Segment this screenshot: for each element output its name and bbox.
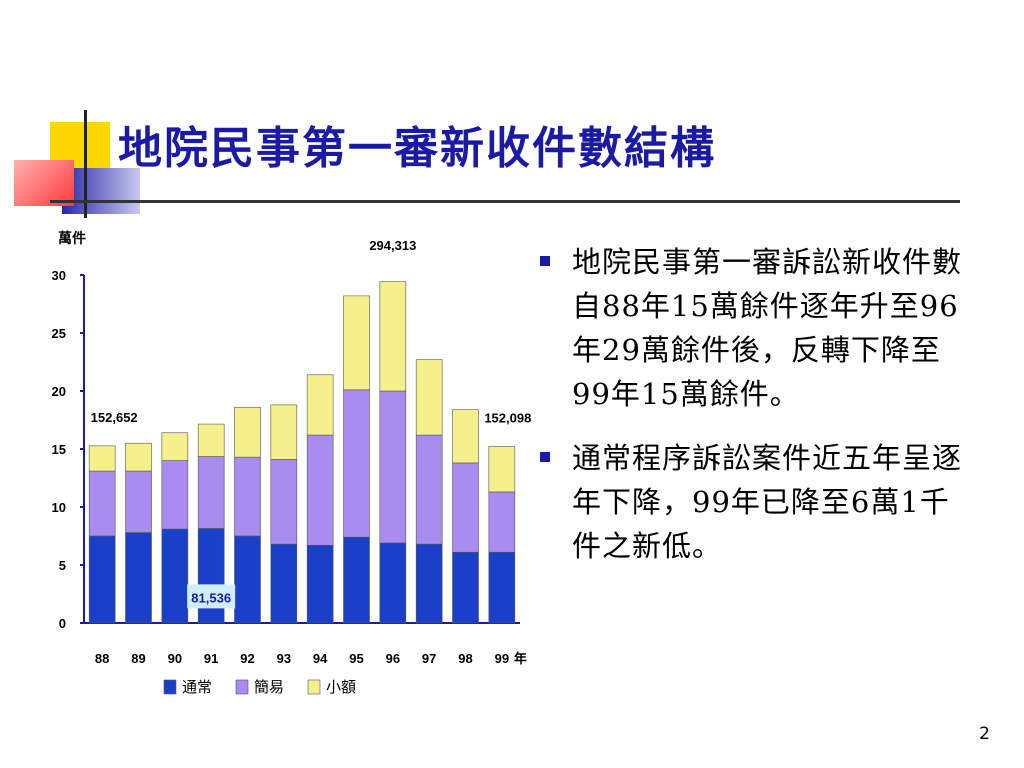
bar-segment — [88, 445, 116, 472]
bar-segment — [343, 389, 370, 538]
chart-bars — [88, 281, 516, 624]
bar-segment — [125, 470, 152, 533]
bar-segment — [379, 390, 407, 544]
y-axis-label: 萬件 — [58, 230, 86, 247]
bar-segment — [197, 423, 225, 457]
bar-segment — [270, 404, 298, 460]
bullet-item: 地院民事第一審訴訟新收件數自88年15萬餘件逐年升至96年29萬餘件後，反轉下降… — [540, 240, 970, 416]
legend-label: 簡易 — [254, 678, 284, 696]
bar-segment — [161, 528, 189, 624]
x-axis-unit-label: 年 — [514, 651, 527, 667]
y-tick-label: 25 — [52, 326, 66, 341]
bar-segment — [415, 434, 443, 545]
x-tick-label: 91 — [204, 651, 218, 666]
bar-segment — [306, 544, 334, 624]
bullet-square-icon — [540, 256, 550, 266]
bar-segment — [343, 536, 370, 624]
bar-segment — [452, 462, 479, 553]
bar-segment — [125, 442, 152, 472]
deco-vertical-line — [84, 110, 87, 218]
bar-segment — [161, 432, 189, 461]
y-tick-label: 0 — [59, 616, 66, 631]
bar-segment — [197, 528, 225, 624]
y-tick-label: 5 — [59, 558, 66, 573]
bar-segment — [161, 460, 189, 530]
bar-segment — [379, 542, 407, 624]
bar-segment — [488, 446, 516, 493]
data-label: 152,098 — [484, 411, 531, 426]
x-tick-label: 93 — [277, 651, 291, 666]
bar-segment — [415, 359, 443, 436]
x-tick-label: 95 — [349, 651, 363, 666]
bar-segment — [88, 535, 116, 624]
bar-segment — [270, 543, 298, 624]
x-tick-label: 94 — [313, 651, 328, 666]
slide-title: 地院民事第一審新收件數結構 — [118, 123, 716, 174]
legend-label: 通常 — [182, 678, 212, 696]
chart-legend: 通常 簡易 小額 — [163, 678, 356, 696]
bar-segment — [234, 456, 261, 537]
y-tick-label: 20 — [52, 384, 66, 399]
x-tick-label: 97 — [422, 651, 436, 666]
bullet-text: 通常程序訴訟案件近五年呈逐年下降，99年已降至6萬1千件之新低。 — [572, 441, 963, 563]
bar-segment — [452, 409, 479, 464]
bar-segment — [488, 491, 516, 553]
x-tick-label: 92 — [240, 651, 254, 666]
bar-segment — [88, 470, 116, 537]
x-tick-label: 88 — [95, 651, 109, 666]
x-tick-label: 90 — [168, 651, 182, 666]
bar-segment — [270, 459, 298, 545]
bullet-text: 地院民事第一審訴訟新收件數自88年15萬餘件逐年升至96年29萬餘件後，反轉下降… — [572, 245, 963, 411]
bullet-square-icon — [540, 452, 550, 462]
bar-segment — [306, 374, 334, 436]
bar-segment — [379, 281, 407, 392]
y-tick-label: 30 — [52, 268, 66, 283]
bar-segment — [415, 543, 443, 624]
legend-swatch — [235, 679, 249, 695]
deco-blue-square — [62, 168, 140, 214]
bar-segment — [306, 434, 334, 546]
chart-axes: 0 5 10 15 20 25 30 萬件 88 89 90 91 92 93 94 95 96 97 98 99 年 — [52, 230, 527, 667]
data-label: 294,313 — [369, 238, 416, 253]
legend-label: 小額 — [326, 678, 356, 696]
bar-segment — [125, 532, 152, 624]
x-tick-label: 98 — [458, 651, 472, 666]
deco-red-square — [14, 160, 74, 206]
data-label: 81,536 — [191, 590, 231, 605]
legend-swatch — [163, 679, 177, 695]
y-tick-label: 10 — [52, 500, 66, 515]
bar-segment — [452, 551, 479, 624]
x-tick-label: 99 — [495, 651, 509, 666]
bar-segment — [234, 406, 261, 458]
bullet-item: 通常程序訴訟案件近五年呈逐年下降，99年已降至6萬1千件之新低。 — [540, 436, 970, 568]
bar-segment — [234, 535, 261, 624]
legend-swatch — [307, 679, 321, 695]
title-underline — [50, 200, 960, 203]
bar-segment — [343, 295, 370, 391]
bar-segment — [197, 456, 225, 529]
x-tick-label: 89 — [131, 651, 145, 666]
x-tick-label: 96 — [386, 651, 400, 666]
data-label: 152,652 — [91, 410, 138, 425]
bar-segment — [488, 551, 516, 624]
chart-labels: 152,652 81,536 294,313 152,098 — [91, 238, 531, 609]
y-tick-label: 15 — [52, 442, 66, 457]
page-number: 2 — [979, 724, 990, 744]
data-label-box — [187, 584, 236, 609]
bullet-list: 地院民事第一審訴訟新收件數自88年15萬餘件逐年升至96年29萬餘件後，反轉下降… — [540, 240, 970, 588]
